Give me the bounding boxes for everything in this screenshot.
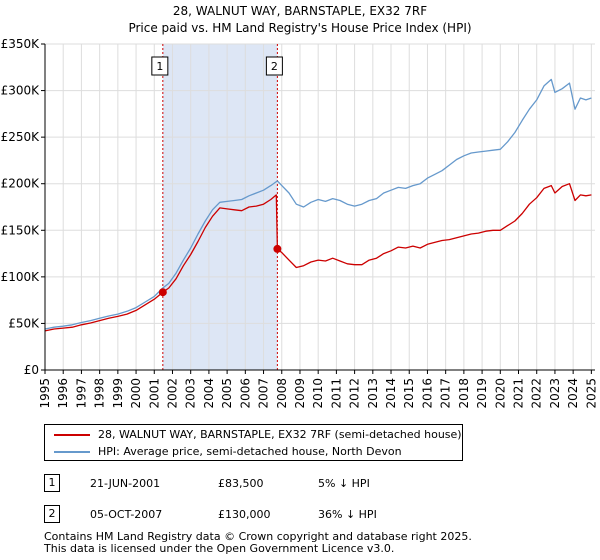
transaction-badge: 1 <box>44 474 60 492</box>
series-line-hpi <box>44 78 592 330</box>
x-tick-label: 2023 <box>548 378 562 409</box>
x-tick-label: 2016 <box>420 378 434 409</box>
x-tick-label: 2008 <box>275 378 289 409</box>
shaded-period <box>162 44 278 370</box>
x-tick-label: 2011 <box>329 378 343 409</box>
x-tick-label: 2024 <box>566 378 580 409</box>
x-tick-label: 2018 <box>457 378 471 409</box>
x-tick-label: 2025 <box>584 378 598 409</box>
y-tick-label: £100K <box>1 270 41 284</box>
transaction-price: £130,000 <box>218 508 271 521</box>
x-tick-label: 2003 <box>184 378 198 409</box>
x-tick-label: 2001 <box>147 378 161 409</box>
chart-title: 28, WALNUT WAY, BARNSTAPLE, EX32 7RF <box>173 4 427 18</box>
x-tick-label: 2000 <box>129 378 143 409</box>
transaction-price: £83,500 <box>218 477 264 490</box>
x-tick-label: 2006 <box>238 378 252 409</box>
sale-label: 2 <box>271 60 278 73</box>
sale-label: 1 <box>156 60 163 73</box>
transaction-date: 05-OCT-2007 <box>90 508 163 521</box>
x-tick-label: 2002 <box>165 378 179 409</box>
footer-licence: This data is licensed under the Open Gov… <box>44 542 395 555</box>
transaction-hpi-diff: 5% ↓ HPI <box>318 477 370 490</box>
transaction-badge: 2 <box>44 505 60 523</box>
x-tick-label: 2015 <box>402 378 416 409</box>
y-tick-label: £150K <box>1 223 41 237</box>
y-tick-label: £250K <box>1 130 41 144</box>
plot-area <box>45 44 595 370</box>
legend-label-property: 28, WALNUT WAY, BARNSTAPLE, EX32 7RF (se… <box>98 428 462 441</box>
legend: 28, WALNUT WAY, BARNSTAPLE, EX32 7RF (se… <box>44 424 463 461</box>
sale-marker <box>158 288 167 297</box>
x-tick-label: 1998 <box>93 378 107 409</box>
x-tick-label: 2021 <box>512 378 526 409</box>
y-tick-label: £50K <box>8 316 40 330</box>
sale-marker <box>273 244 282 253</box>
y-tick-label: £300K <box>1 84 41 98</box>
x-tick-label: 2005 <box>220 378 234 409</box>
x-tick-label: 2012 <box>348 378 362 409</box>
footer: Contains HM Land Registry data © Crown c… <box>44 531 472 555</box>
x-tick-label: 2010 <box>311 378 325 409</box>
legend-swatch-hpi <box>54 451 90 453</box>
x-tick-label: 2004 <box>202 378 216 409</box>
sale-label-box <box>265 56 283 76</box>
x-tick-label: 2022 <box>530 378 544 409</box>
x-tick-label: 1999 <box>111 378 125 409</box>
x-tick-label: 2013 <box>366 378 380 409</box>
x-tick-label: 2009 <box>293 378 307 409</box>
x-tick-label: 2020 <box>493 378 507 409</box>
x-tick-label: 2007 <box>257 378 271 409</box>
chart: 28, WALNUT WAY, BARNSTAPLE, EX32 7RF Pri… <box>1 4 599 409</box>
chart-subtitle: Price paid vs. HM Land Registry's House … <box>128 21 471 35</box>
y-tick-label: £0 <box>24 363 39 377</box>
series-line-property <box>44 183 592 332</box>
transaction-hpi-diff: 36% ↓ HPI <box>318 508 377 521</box>
sale-label-box <box>151 56 169 76</box>
x-tick-label: 1995 <box>38 378 52 409</box>
x-tick-label: 1997 <box>74 378 88 409</box>
legend-label-hpi: HPI: Average price, semi-detached house,… <box>98 445 402 458</box>
x-tick-label: 2017 <box>439 378 453 409</box>
y-tick-label: £200K <box>1 177 41 191</box>
y-tick-label: £350K <box>1 37 41 51</box>
legend-swatch-property <box>54 434 90 436</box>
x-tick-label: 2014 <box>384 378 398 409</box>
x-tick-label: 1996 <box>56 378 70 409</box>
x-tick-label: 2019 <box>475 378 489 409</box>
transaction-date: 21-JUN-2001 <box>90 477 161 490</box>
footer-copyright: Contains HM Land Registry data © Crown c… <box>44 530 472 543</box>
